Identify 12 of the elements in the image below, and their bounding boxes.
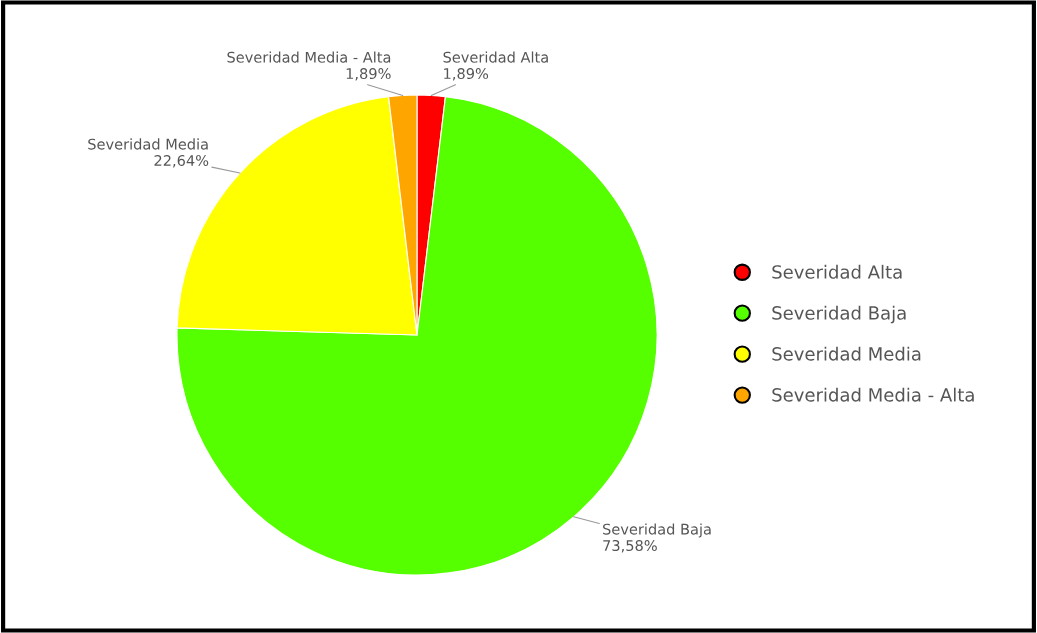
legend-label: Severidad Media - Alta [772,387,974,402]
slice-label: Severidad Media - Alta [227,51,391,63]
slice-label: Severidad Alta [443,51,548,63]
data-label: 22,64% [154,154,209,168]
data-label: 73,58% [603,539,657,553]
slice-label: Severidad Media [88,138,208,150]
legend-label: Severidad Alta [772,264,902,279]
data-label: 1,89% [346,68,391,81]
legend-label: Severidad Baja [772,305,906,324]
slice-label: Severidad Baja [603,523,711,538]
data-label: 1,89% [444,68,489,81]
legend-label: Severidad Media [772,346,921,361]
